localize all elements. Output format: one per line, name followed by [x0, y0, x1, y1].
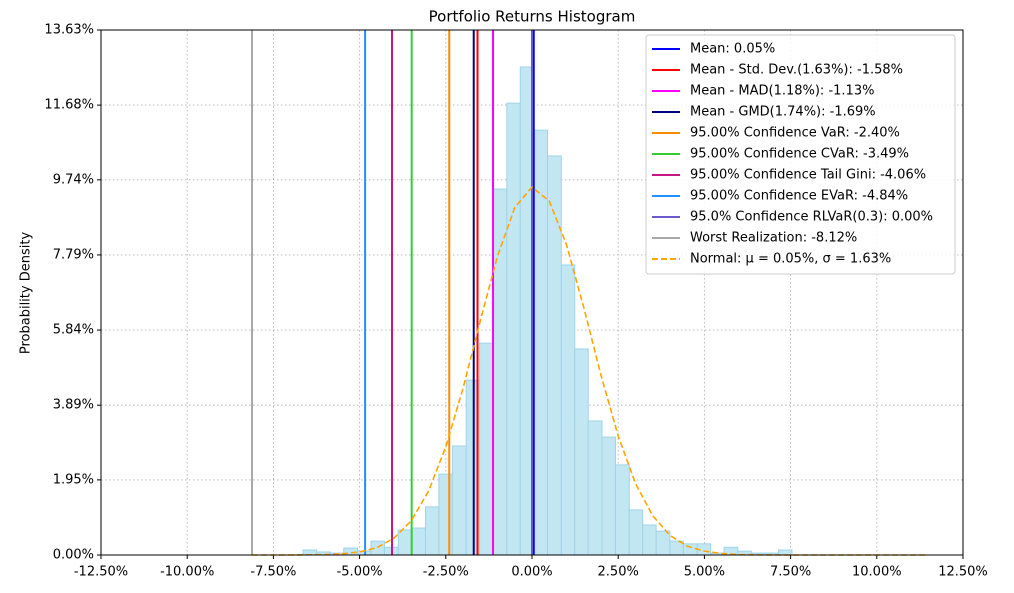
- x-tick-label: 5.00%: [684, 565, 725, 580]
- bar: [642, 524, 657, 556]
- bar: [574, 348, 589, 556]
- y-tick-label: 13.63%: [44, 23, 94, 38]
- plot-frame: [100, 29, 964, 556]
- y-tick-label: 7.79%: [53, 247, 94, 262]
- y-tick-label: 11.68%: [44, 98, 94, 113]
- legend-box: [645, 34, 956, 275]
- x-tick-label: -10.00%: [160, 565, 214, 580]
- x-tick-label: 10.00%: [852, 565, 902, 580]
- legend-label: 95.00% Confidence CVaR: -3.49%: [690, 147, 909, 162]
- normal-curve: [252, 186, 926, 556]
- y-tick-label: 3.89%: [53, 398, 94, 413]
- legend-label: Mean - Std. Dev.(1.63%): -1.58%: [690, 63, 903, 78]
- bar: [628, 509, 644, 556]
- bar: [492, 188, 508, 556]
- y-axis-label: Probability Density: [19, 232, 34, 355]
- chart-title: Portfolio Returns Histogram: [429, 8, 636, 26]
- legend-label: Mean - MAD(1.18%): -1.13%: [690, 84, 874, 99]
- y-tick-label: 0.00%: [53, 548, 94, 563]
- bar: [411, 527, 426, 556]
- legend-label: 95.0% Confidence RLVaR(0.3): 0.00%: [690, 210, 933, 225]
- bar: [601, 436, 616, 556]
- y-tick-label: 1.95%: [53, 472, 94, 487]
- y-tick-label: 9.74%: [53, 172, 94, 187]
- bar: [655, 530, 671, 556]
- legend-label: 95.00% Confidence Tail Gini: -4.06%: [690, 168, 926, 183]
- legend-label: Mean - GMD(1.74%): -1.69%: [690, 105, 876, 120]
- bar: [682, 543, 698, 556]
- bar: [424, 506, 440, 556]
- x-tick-label: 0.00%: [511, 565, 552, 580]
- x-tick-label: 7.50%: [770, 565, 811, 580]
- x-tick-label: -5.00%: [337, 565, 383, 580]
- bar: [560, 264, 576, 556]
- legend-label: Mean: 0.05%: [690, 42, 775, 57]
- x-tick-label: -2.50%: [423, 565, 469, 580]
- bar: [547, 155, 562, 556]
- y-tick-label: 5.84%: [53, 323, 94, 338]
- bar: [506, 102, 521, 556]
- x-tick-label: 2.50%: [598, 565, 639, 580]
- bar: [479, 342, 494, 556]
- bar: [614, 464, 630, 556]
- bar: [438, 473, 453, 556]
- legend-label: Normal: μ = 0.05%, σ = 1.63%: [690, 252, 891, 267]
- x-tick-label: 12.50%: [938, 565, 988, 580]
- legend: Mean: 0.05% Mean - Std. Dev.(1.63%): -1.5…: [645, 34, 956, 275]
- bar: [451, 445, 467, 556]
- bar: [533, 129, 549, 556]
- bar: [587, 420, 603, 556]
- legend-label: 95.00% Confidence EVaR: -4.84%: [690, 189, 908, 204]
- legend-label: Worst Realization: -8.12%: [690, 231, 857, 246]
- x-tick-label: -7.50%: [250, 565, 296, 580]
- legend-label: 95.00% Confidence VaR: -2.40%: [690, 126, 900, 141]
- bar: [397, 529, 413, 556]
- x-tick-label: -12.50%: [74, 565, 128, 580]
